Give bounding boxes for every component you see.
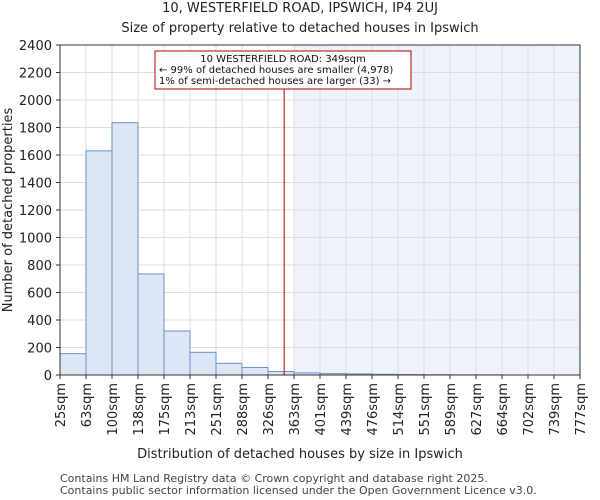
footer-line2: Contains public sector information licen… bbox=[60, 484, 537, 497]
histogram-bars bbox=[59, 122, 503, 376]
x-tick-label: 138sqm bbox=[132, 383, 147, 436]
x-tick-label: 551sqm bbox=[418, 383, 433, 436]
x-tick-label: 288sqm bbox=[236, 383, 251, 436]
bar-175sqm bbox=[163, 330, 191, 376]
y-axis-ticks: 0 200 400 600 800 1000 1200 1400 1600 1800 2000 220… bbox=[19, 39, 60, 384]
y-tick-label: 1600 bbox=[19, 149, 52, 164]
x-tick-label: 702sqm bbox=[522, 383, 537, 436]
y-tick-label: 600 bbox=[27, 287, 52, 302]
x-tick-label: 664sqm bbox=[496, 383, 511, 436]
x-tick-label: 476sqm bbox=[366, 383, 381, 436]
x-tick-label: 739sqm bbox=[548, 383, 563, 436]
x-tick-label: 401sqm bbox=[314, 383, 329, 436]
x-tick-label: 363sqm bbox=[288, 383, 303, 436]
annotation-box: 10 WESTERFIELD ROAD: 349sqm ← 99% of det… bbox=[154, 50, 412, 90]
x-tick-label: 213sqm bbox=[184, 383, 199, 436]
y-tick-label: 200 bbox=[27, 342, 52, 357]
y-tick-label: 400 bbox=[27, 314, 52, 329]
chart-title-line2: Size of property relative to detached ho… bbox=[121, 21, 478, 36]
x-tick-label: 589sqm bbox=[444, 383, 459, 436]
y-tick-label: 1000 bbox=[19, 232, 52, 247]
bar-213sqm bbox=[189, 351, 217, 376]
y-tick-label: 2400 bbox=[19, 39, 52, 54]
x-axis-ticks: 25sqm 63sqm 100sqm 138sqm 175sqm 213sqm 251sqm… bbox=[54, 375, 589, 436]
y-tick-label: 1200 bbox=[19, 204, 52, 219]
x-tick-label: 439sqm bbox=[340, 383, 355, 436]
bar-138sqm bbox=[137, 273, 165, 376]
bar-288sqm bbox=[241, 366, 269, 376]
annotation-frame bbox=[154, 50, 412, 90]
x-tick-label: 627sqm bbox=[470, 383, 485, 436]
x-tick-label: 63sqm bbox=[80, 383, 95, 427]
bar-25sqm bbox=[59, 353, 87, 376]
footer-line1: Contains HM Land Registry data © Crown c… bbox=[60, 472, 488, 485]
x-tick-label: 777sqm bbox=[574, 383, 589, 436]
bar-251sqm bbox=[215, 362, 243, 376]
y-tick-label: 800 bbox=[27, 259, 52, 274]
x-tick-label: 175sqm bbox=[158, 383, 173, 436]
x-tick-label: 251sqm bbox=[210, 383, 225, 436]
y-tick-label: 0 bbox=[44, 369, 52, 384]
y-tick-label: 1800 bbox=[19, 122, 52, 137]
x-tick-label: 326sqm bbox=[262, 383, 277, 436]
y-tick-label: 2200 bbox=[19, 67, 52, 82]
x-tick-label: 100sqm bbox=[106, 383, 121, 436]
chart-title-line1: 10, WESTERFIELD ROAD, IPSWICH, IP4 2UJ bbox=[162, 1, 438, 16]
x-axis-label: Distribution of detached houses by size … bbox=[137, 447, 463, 462]
bar-100sqm bbox=[111, 122, 139, 376]
plot-frame bbox=[59, 44, 581, 376]
annotation-line3: 1% of semi-detached houses are larger (3… bbox=[159, 76, 391, 87]
y-tick-label: 1400 bbox=[19, 177, 52, 192]
y-axis-label: Number of detached properties bbox=[1, 108, 16, 313]
bar-326sqm bbox=[267, 371, 295, 376]
bar-63sqm bbox=[85, 150, 113, 376]
x-tick-label: 514sqm bbox=[392, 383, 407, 436]
annotation-line2: ← 99% of detached houses are smaller (4,… bbox=[159, 65, 393, 76]
x-tick-label: 25sqm bbox=[54, 383, 69, 427]
annotation-line1: 10 WESTERFIELD ROAD: 349sqm bbox=[200, 54, 365, 65]
y-tick-label: 2000 bbox=[19, 94, 52, 109]
